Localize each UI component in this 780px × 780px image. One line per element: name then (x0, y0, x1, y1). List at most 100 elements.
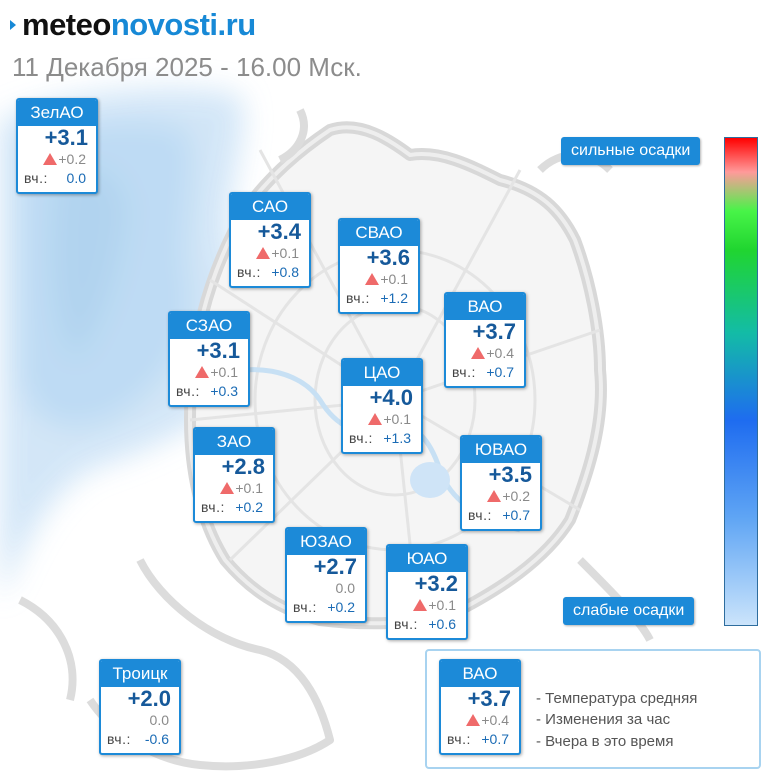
up-arrow-icon (368, 413, 383, 425)
district-yesterday: вч.: +1.2 (340, 288, 418, 308)
district-card-zao: ЗАО +2.8 +0.1 вч.: +0.2 (193, 427, 275, 523)
district-yesterday: вч.: +0.7 (462, 505, 540, 525)
up-arrow-icon (256, 247, 271, 259)
yesterday-label: вч.: (394, 616, 418, 632)
district-name: ЦАО (343, 360, 421, 386)
up-arrow-icon (466, 714, 481, 726)
district-hourly-change: 0.0 (101, 711, 179, 729)
precipitation-scale-bottom-label: слабые осадки (563, 597, 695, 625)
up-arrow-icon (365, 273, 380, 285)
district-yesterday: вч.: +0.2 (195, 497, 273, 517)
district-yesterday: вч.: +1.3 (343, 428, 421, 448)
yesterday-value: +1.3 (383, 430, 411, 446)
district-card-yuzao: ЮЗАО +2.7 0.0 вч.: +0.2 (285, 527, 367, 623)
legend-sample-yesterday: вч.: +0.7 (441, 729, 519, 749)
yesterday-label: вч.: (349, 430, 373, 446)
district-temperature: +3.6 (366, 245, 410, 270)
yesterday-label: вч.: (346, 290, 370, 306)
precipitation-scale-top-label: сильные осадки (561, 137, 701, 165)
change-value: +0.4 (486, 345, 514, 361)
district-name: СВАО (340, 220, 418, 246)
logo-mark-icon (10, 20, 16, 30)
district-yesterday: вч.: 0.0 (18, 168, 96, 188)
district-hourly-change: +0.1 (340, 270, 418, 288)
district-temperature: +3.7 (472, 319, 516, 344)
district-hourly-change: +0.1 (231, 244, 309, 262)
district-yesterday: вч.: +0.7 (446, 362, 524, 382)
yesterday-label: вч.: (201, 499, 225, 515)
district-hourly-change: +0.1 (195, 479, 273, 497)
up-arrow-icon (413, 599, 428, 611)
up-arrow-icon (487, 490, 502, 502)
yesterday-value: +0.7 (502, 507, 530, 523)
district-temperature: +3.2 (414, 571, 458, 596)
yesterday-value: +0.2 (327, 599, 355, 615)
yesterday-value: +0.7 (486, 364, 514, 380)
district-hourly-change: +0.2 (18, 150, 96, 168)
yesterday-value: +0.8 (271, 264, 299, 280)
yesterday-label: вч.: (237, 264, 261, 280)
yesterday-label: вч.: (468, 507, 492, 523)
site-logo[interactable]: meteo novosti.ru (8, 4, 256, 44)
district-hourly-change: +0.2 (462, 487, 540, 505)
district-card-sao: САО +3.4 +0.1 вч.: +0.8 (229, 192, 311, 288)
change-value: +0.4 (481, 712, 509, 728)
district-name: ЗелАО (18, 100, 96, 126)
yesterday-label: вч.: (176, 383, 200, 399)
legend-change-text: - Изменения за час (536, 711, 671, 728)
district-temperature: +3.1 (196, 338, 240, 363)
precipitation-scale-bar (724, 137, 758, 626)
district-hourly-change: +0.1 (388, 596, 466, 614)
district-yesterday: вч.: +0.6 (388, 614, 466, 634)
legend-yesterday-text: - Вчера в это время (536, 733, 674, 750)
yesterday-value: +0.2 (235, 499, 263, 515)
change-value: +0.1 (428, 597, 456, 613)
district-card-yuao: ЮАО +3.2 +0.1 вч.: +0.6 (386, 544, 468, 640)
district-hourly-change: +0.1 (343, 410, 421, 428)
change-value: +0.2 (502, 488, 530, 504)
district-card-yuvao: ЮВАО +3.5 +0.2 вч.: +0.7 (460, 435, 542, 531)
change-value: +0.1 (380, 271, 408, 287)
district-name: САО (231, 194, 309, 220)
yesterday-value: -0.6 (144, 731, 169, 747)
legend-temperature-text: - Температура средняя (536, 690, 698, 707)
up-arrow-icon (220, 482, 235, 494)
district-card-cao: ЦАО +4.0 +0.1 вч.: +1.3 (341, 358, 423, 454)
legend-sample-change: +0.4 (441, 711, 519, 729)
change-value: +0.1 (271, 245, 299, 261)
district-name: Троицк (101, 661, 179, 687)
district-yesterday: вч.: +0.8 (231, 262, 309, 282)
change-value: 0.0 (335, 580, 355, 596)
legend-sample-card: ВАО +3.7 +0.4 вч.: +0.7 (439, 659, 521, 755)
yesterday-value: 0.0 (66, 170, 86, 186)
logo-text-part2: novosti.ru (110, 6, 256, 42)
district-card-troitsk: Троицк +2.0 0.0 вч.: -0.6 (99, 659, 181, 755)
lake (410, 462, 450, 498)
up-arrow-icon (43, 153, 58, 165)
district-hourly-change: +0.4 (446, 344, 524, 362)
district-hourly-change: 0.0 (287, 579, 365, 597)
legend-sample-temperature: +3.7 (467, 686, 511, 711)
district-yesterday: вч.: -0.6 (101, 729, 179, 749)
change-value: +0.2 (58, 151, 86, 167)
district-yesterday: вч.: +0.3 (170, 381, 248, 401)
forecast-date: 11 Декабря 2025 - 16.00 Мск. (12, 52, 362, 82)
yesterday-value: +1.2 (380, 290, 408, 306)
change-value: +0.1 (383, 411, 411, 427)
district-name: ЗАО (195, 429, 273, 455)
district-card-szao: СЗАО +3.1 +0.1 вч.: +0.3 (168, 311, 250, 407)
district-yesterday: вч.: +0.2 (287, 597, 365, 617)
change-value: 0.0 (149, 712, 169, 728)
district-name: ЮЗАО (287, 529, 365, 555)
district-temperature: +3.1 (44, 125, 88, 150)
change-value: +0.1 (235, 480, 263, 496)
district-card-zelao: ЗелАО +3.1 +0.2 вч.: 0.0 (16, 98, 98, 194)
district-name: ВАО (446, 294, 524, 320)
district-temperature: +4.0 (369, 385, 413, 410)
district-name: ЮАО (388, 546, 466, 572)
up-arrow-icon (195, 366, 210, 378)
up-arrow-icon (471, 347, 486, 359)
district-hourly-change: +0.1 (170, 363, 248, 381)
yesterday-value: +0.3 (210, 383, 238, 399)
district-name: ЮВАО (462, 437, 540, 463)
